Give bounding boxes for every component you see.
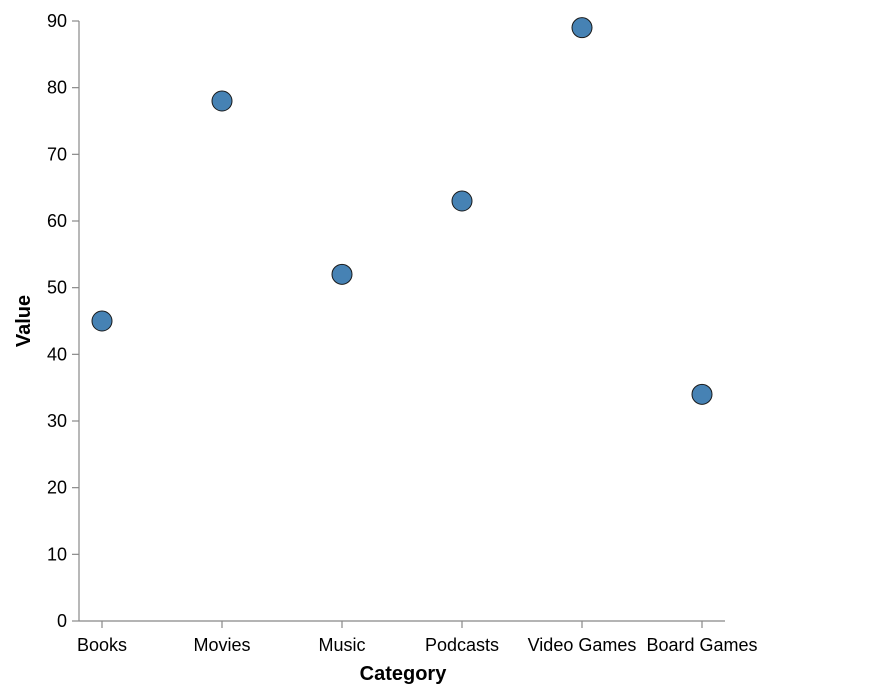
- y-ticks: 0 10 20 30 40 50 60 70 80 90: [47, 11, 79, 631]
- data-point: [451, 190, 473, 212]
- data-point: [91, 310, 113, 332]
- y-tick-label: 40: [47, 344, 67, 364]
- y-tick-label: 20: [47, 478, 67, 498]
- data-points: [91, 17, 713, 405]
- x-ticks: Books Movies Music Podcasts Video Games Board…: [77, 621, 758, 655]
- y-tick-label: 0: [57, 611, 67, 631]
- data-point: [691, 383, 713, 405]
- y-tick-label: 80: [47, 78, 67, 98]
- x-tick-label: Board Games: [646, 635, 757, 655]
- x-tick-label: Music: [318, 635, 365, 655]
- x-tick-label: Books: [77, 635, 127, 655]
- x-tick-label: Video Games: [528, 635, 637, 655]
- y-tick-label: 90: [47, 11, 67, 31]
- x-tick-label: Movies: [193, 635, 250, 655]
- y-tick-label: 10: [47, 544, 67, 564]
- y-tick-label: 50: [47, 278, 67, 298]
- x-axis-title: Category: [360, 663, 448, 685]
- x-axis: Books Movies Music Podcasts Video Games Board…: [77, 620, 758, 655]
- data-point: [211, 90, 233, 112]
- y-tick-label: 60: [47, 211, 67, 231]
- y-tick-label: 70: [47, 144, 67, 164]
- x-tick-label: Podcasts: [425, 635, 499, 655]
- y-tick-label: 30: [47, 411, 67, 431]
- y-axis: 0 10 20 30 40 50 60 70 80 90: [47, 11, 80, 631]
- data-point: [331, 263, 353, 285]
- data-point: [571, 17, 593, 39]
- y-axis-title: Value: [13, 295, 35, 347]
